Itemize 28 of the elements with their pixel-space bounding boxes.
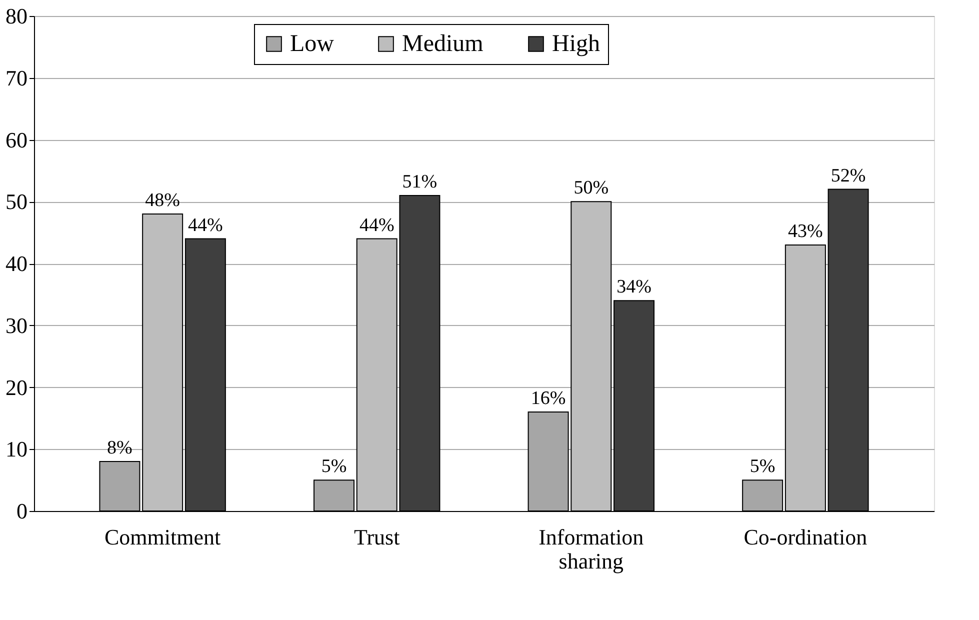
data-label: 43% (788, 220, 824, 242)
data-label: 8% (107, 438, 133, 458)
y-tick-label: 50 (6, 189, 28, 214)
data-label: 5% (321, 456, 347, 478)
y-tick-label: 30 (6, 312, 28, 338)
data-label: 48% (145, 190, 180, 211)
legend-label: Low (290, 31, 335, 57)
legend-label: Medium (402, 31, 484, 57)
y-tick-label: 80 (6, 4, 28, 28)
data-label: 5% (750, 456, 776, 478)
data-label: 16% (530, 388, 566, 409)
data-label: 44% (188, 214, 224, 236)
x-tick-label: Information sharing (538, 524, 644, 574)
x-tick-label: Trust (354, 524, 400, 550)
y-tick-label: 60 (6, 127, 28, 152)
x-tick-label: Co-ordination (744, 524, 868, 550)
y-tick-label: 10 (6, 436, 28, 462)
x-tick-label: Commitment (104, 524, 221, 550)
data-label: 52% (830, 165, 866, 186)
y-tick-label: 40 (6, 251, 28, 276)
legend-label: High (552, 31, 600, 57)
data-label: 50% (574, 178, 609, 199)
data-label: 51% (402, 171, 438, 192)
y-tick-label: 20 (6, 374, 28, 400)
y-tick-label: 0 (16, 498, 28, 524)
y-tick-label: 70 (6, 65, 28, 90)
data-label: 34% (616, 276, 652, 298)
data-label: 44% (359, 214, 394, 236)
